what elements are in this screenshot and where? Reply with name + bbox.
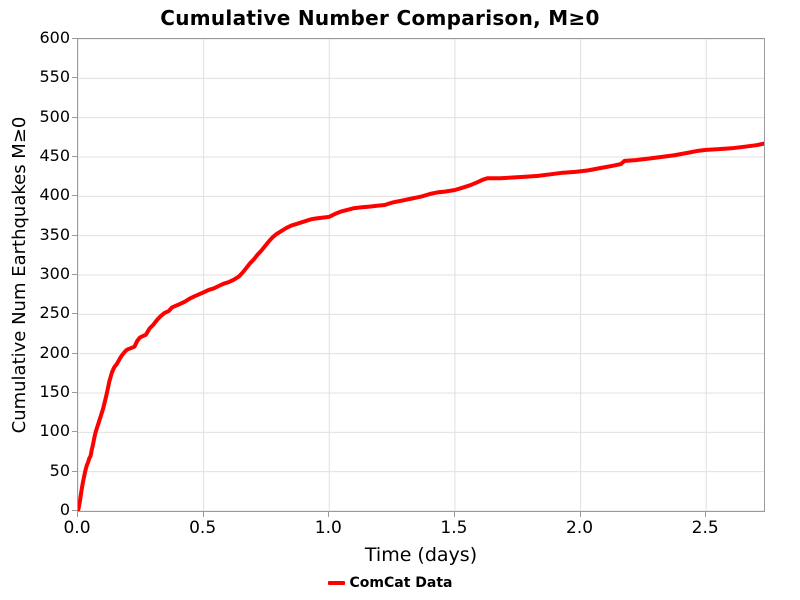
- y-tick-mark: [72, 431, 77, 433]
- y-tick-label: 600: [39, 28, 70, 47]
- y-tick-label: 200: [39, 342, 70, 362]
- chart-title: Cumulative Number Comparison, M≥0: [160, 6, 600, 30]
- y-tick-mark: [72, 234, 77, 236]
- legend-label: ComCat Data: [349, 575, 453, 591]
- y-tick-mark: [72, 156, 77, 157]
- x-tick-label: 1.0: [314, 518, 342, 538]
- y-tick-label: 350: [39, 224, 70, 244]
- x-tick-mark: [453, 512, 455, 517]
- y-tick-mark: [72, 116, 77, 118]
- y-tick-label: 500: [39, 106, 70, 126]
- y-tick-label: 0: [59, 500, 70, 519]
- x-tick-mark: [705, 512, 707, 517]
- y-tick-label: 100: [39, 421, 70, 441]
- y-tick-mark: [72, 352, 77, 354]
- x-tick-mark: [202, 512, 204, 517]
- y-tick-mark: [72, 510, 77, 511]
- y-tick-label: 550: [39, 67, 70, 87]
- x-tick-mark: [77, 512, 78, 517]
- y-tick-label: 50: [49, 460, 70, 480]
- plot-area: [77, 38, 765, 512]
- x-tick-label: 0.0: [63, 518, 91, 538]
- x-tick-mark: [328, 512, 330, 517]
- comcat-data-line-plot: [78, 39, 764, 511]
- x-axis-label: Time (days): [364, 544, 478, 566]
- y-tick-mark: [72, 392, 77, 393]
- y-tick-label: 300: [39, 264, 70, 283]
- y-tick-label: 450: [39, 146, 70, 165]
- y-tick-mark: [72, 195, 77, 197]
- y-tick-label: 400: [39, 185, 70, 205]
- x-tick-label: 2.5: [691, 518, 719, 538]
- y-tick-mark: [72, 313, 77, 315]
- y-tick-label: 250: [39, 303, 70, 323]
- y-tick-mark: [72, 470, 77, 472]
- x-tick-label: 2.0: [566, 518, 594, 538]
- legend-line-swatch: [327, 581, 345, 585]
- y-tick-mark: [72, 38, 77, 39]
- x-tick-mark: [579, 512, 581, 517]
- y-tick-mark: [72, 77, 77, 79]
- x-tick-label: 0.5: [189, 518, 217, 538]
- legend: ComCat Data: [0, 575, 780, 591]
- y-tick-mark: [72, 274, 77, 275]
- series-line: [78, 141, 764, 511]
- x-tick-label: 1.5: [440, 518, 468, 538]
- y-tick-label: 150: [39, 382, 70, 401]
